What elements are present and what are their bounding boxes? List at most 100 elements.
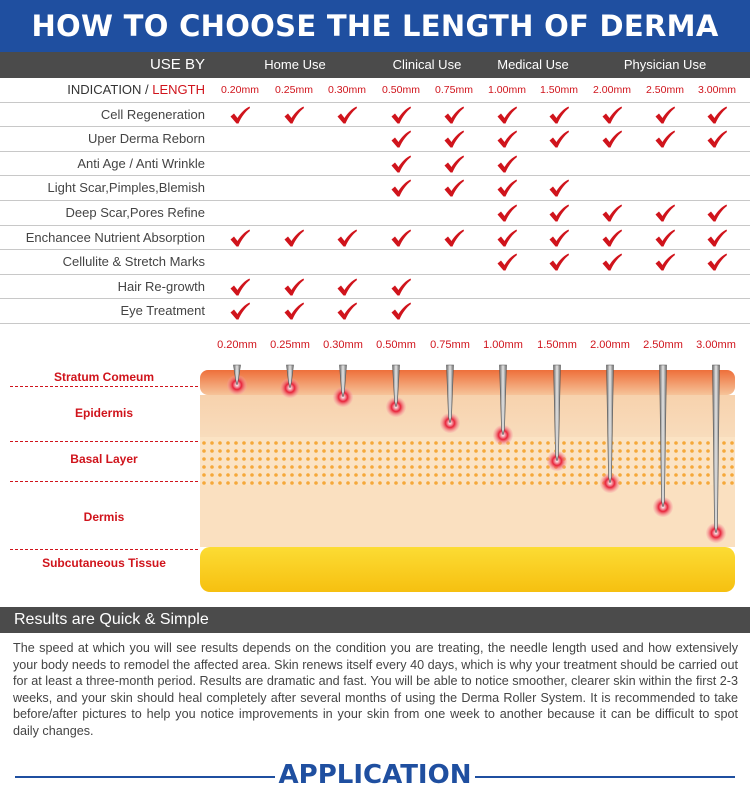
indication-length-label: INDICATION / LENGTH xyxy=(0,78,205,102)
indication-label: Hair Re-growth xyxy=(117,278,205,294)
indication-row: Light Scar,Pimples,Blemish xyxy=(0,176,750,201)
length-header-cell: 0.25mm xyxy=(275,84,313,96)
layer-divider xyxy=(10,549,198,550)
needle-icon xyxy=(653,364,673,517)
checkmark-icon xyxy=(654,228,676,248)
indication-table: INDICATION / LENGTH 0.20mm 0.25mm 0.30mm 0.… xyxy=(0,78,750,324)
indication-row: Hair Re-growth xyxy=(0,275,750,300)
checkmark-icon xyxy=(390,129,412,149)
checkmark-icon xyxy=(548,178,570,198)
use-group-home: Home Use xyxy=(264,57,326,72)
checkmark-icon xyxy=(706,228,728,248)
dermis-layer-band xyxy=(200,485,735,547)
indication-row: Enchancee Nutrient Absorption xyxy=(0,226,750,251)
layer-label-epidermis: Epidermis xyxy=(74,406,134,420)
needle-length-label: 0.30mm xyxy=(323,339,363,351)
use-by-header: USE BY Home Use Clinical Use Medical Use… xyxy=(0,52,750,78)
needle-icon xyxy=(493,364,513,445)
application-title: APPLICATION xyxy=(278,760,472,790)
skin-depth-diagram: 0.20mm 0.25mm 0.30mm 0.50mm 0.75mm 1.00mm 1.50… xyxy=(0,335,750,600)
indication-label: Cell Regeneration xyxy=(100,106,205,122)
checkmark-icon xyxy=(443,154,465,174)
layer-divider xyxy=(10,386,198,387)
checkmark-icon xyxy=(548,105,570,125)
indication-row: Uper Derma Reborn xyxy=(0,127,750,152)
length-header-row: INDICATION / LENGTH 0.20mm 0.25mm 0.30mm 0.… xyxy=(0,78,750,103)
basal-layer-dots xyxy=(200,437,735,485)
needle-icon xyxy=(547,364,567,471)
checkmark-icon xyxy=(496,252,518,272)
indication-row: Cellulite & Stretch Marks xyxy=(0,250,750,275)
checkmark-icon xyxy=(548,228,570,248)
indication-row: Eye Treatment xyxy=(0,299,750,324)
checkmark-icon xyxy=(443,129,465,149)
indication-label: Enchancee Nutrient Absorption xyxy=(25,229,205,245)
checkmark-icon xyxy=(283,277,305,297)
checkmark-icon xyxy=(336,301,358,321)
length-header-cell: 2.50mm xyxy=(646,84,684,96)
checkmark-icon xyxy=(390,105,412,125)
needle-length-label: 1.00mm xyxy=(483,339,523,351)
checkmark-icon xyxy=(496,129,518,149)
length-header-cell: 0.20mm xyxy=(221,84,259,96)
checkmark-icon xyxy=(390,228,412,248)
layer-label-stratum: Stratum Comeum xyxy=(53,370,154,384)
epidermis-layer-band xyxy=(200,395,735,437)
needle-length-label: 2.50mm xyxy=(643,339,683,351)
needle-icon xyxy=(706,364,726,543)
needle-icon xyxy=(280,364,300,398)
indication-row: Deep Scar,Pores Refine xyxy=(0,201,750,226)
use-group-physician: Physician Use xyxy=(623,57,707,72)
checkmark-icon xyxy=(654,252,676,272)
checkmark-icon xyxy=(601,252,623,272)
needle-icon xyxy=(440,364,460,433)
checkmark-icon xyxy=(706,252,728,272)
checkmark-icon xyxy=(654,105,676,125)
page-title: HOW TO CHOOSE THE LENGTH OF DERMA ROLLER xyxy=(0,0,750,95)
length-header-cell: 3.00mm xyxy=(698,84,736,96)
needle-length-label: 0.20mm xyxy=(217,339,257,351)
length-header-cell: 1.00mm xyxy=(488,84,526,96)
length-header-cell: 0.75mm xyxy=(435,84,473,96)
application-rule-right xyxy=(475,776,735,778)
checkmark-icon xyxy=(706,105,728,125)
checkmark-icon xyxy=(283,105,305,125)
checkmark-icon xyxy=(336,105,358,125)
needle-icon xyxy=(333,364,353,407)
needle-length-label: 0.25mm xyxy=(270,339,310,351)
layer-divider xyxy=(10,441,198,442)
indication-label: INDICATION / xyxy=(67,82,153,97)
length-header-cell: 0.50mm xyxy=(382,84,420,96)
needle-length-label: 0.75mm xyxy=(430,339,470,351)
checkmark-icon xyxy=(706,203,728,223)
skin-layers-illustration xyxy=(200,364,735,592)
checkmark-icon xyxy=(548,203,570,223)
checkmark-icon xyxy=(443,228,465,248)
needle-icon xyxy=(227,364,247,395)
checkmark-icon xyxy=(548,252,570,272)
checkmark-icon xyxy=(654,203,676,223)
checkmark-icon xyxy=(601,105,623,125)
checkmark-icon xyxy=(390,277,412,297)
checkmark-icon xyxy=(601,129,623,149)
layer-label-subcutaneous: Subcutaneous Tissue xyxy=(42,556,166,570)
length-header-cell: 1.50mm xyxy=(540,84,578,96)
checkmark-icon xyxy=(496,203,518,223)
indication-label: Light Scar,Pimples,Blemish xyxy=(47,180,205,196)
indication-label: Cellulite & Stretch Marks xyxy=(62,254,205,270)
checkmark-icon xyxy=(548,129,570,149)
checkmark-icon xyxy=(601,228,623,248)
indication-label: Anti Age / Anti Wrinkle xyxy=(77,155,205,171)
needle-length-label: 3.00mm xyxy=(696,339,736,351)
needle-length-label: 2.00mm xyxy=(590,339,630,351)
checkmark-icon xyxy=(496,105,518,125)
checkmark-icon xyxy=(706,129,728,149)
checkmark-icon xyxy=(496,228,518,248)
indication-label: Deep Scar,Pores Refine xyxy=(65,204,205,220)
layer-divider xyxy=(10,481,198,482)
application-rule-left xyxy=(15,776,275,778)
checkmark-icon xyxy=(283,228,305,248)
checkmark-icon xyxy=(390,154,412,174)
checkmark-icon xyxy=(390,301,412,321)
length-header-cell: 0.30mm xyxy=(328,84,366,96)
